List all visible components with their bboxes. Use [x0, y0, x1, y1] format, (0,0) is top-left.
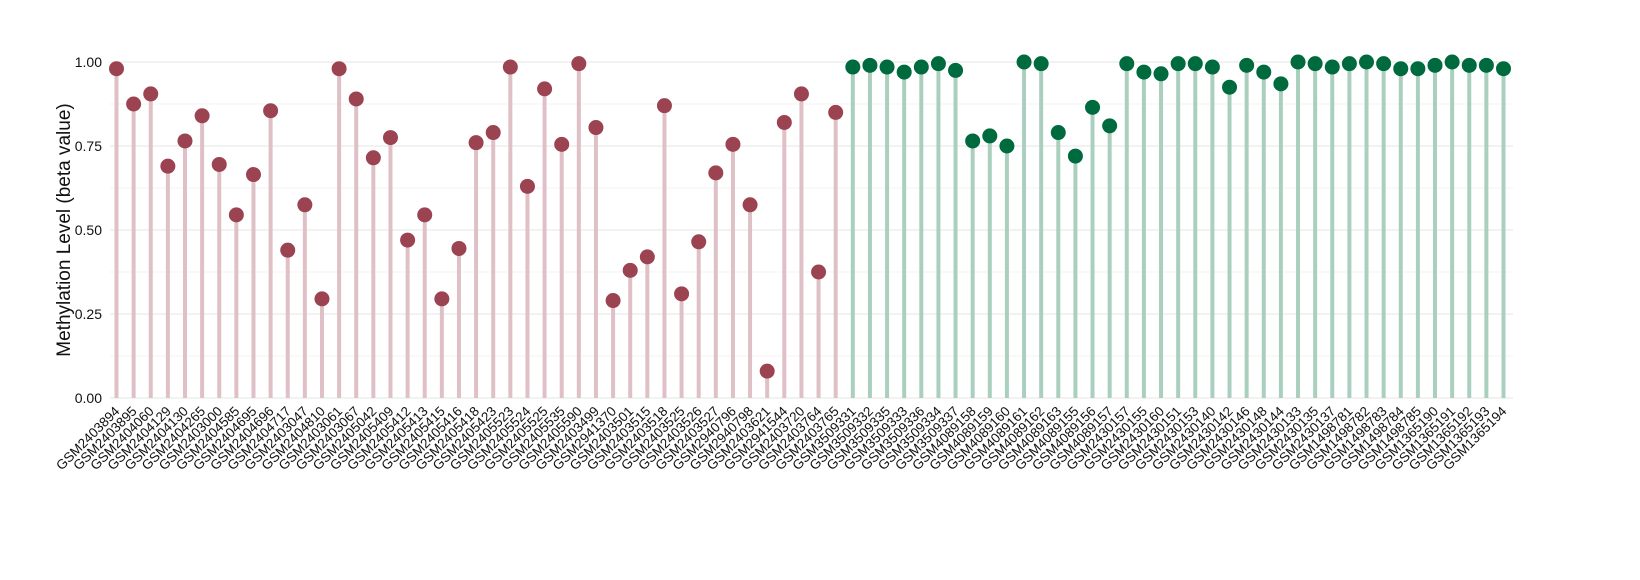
- lollipop-point: [674, 286, 690, 302]
- lollipop-point: [382, 130, 398, 146]
- y-tick-label: 0.25: [75, 306, 102, 322]
- lollipop-point: [948, 62, 964, 78]
- lollipop-point: [468, 135, 484, 151]
- y-tick-label: 1.00: [75, 54, 102, 70]
- point-layer: [109, 54, 1511, 379]
- lollipop-point: [742, 197, 758, 213]
- lollipop-point: [417, 207, 433, 223]
- lollipop-point: [280, 242, 296, 258]
- lollipop-point: [1256, 64, 1272, 80]
- lollipop-point: [605, 293, 621, 309]
- lollipop-point: [314, 291, 330, 307]
- lollipop-point: [109, 61, 124, 77]
- lollipop-point: [297, 197, 313, 213]
- lollipop-point: [434, 291, 450, 307]
- lollipop-point: [879, 59, 895, 75]
- lollipop-point: [930, 56, 946, 72]
- lollipop-point: [588, 120, 604, 136]
- grid-layer: [110, 61, 1513, 399]
- lollipop-point: [554, 136, 570, 152]
- x-axis-ticks: GSM2403894GSM2403895GSM2404060GSM2404129…: [53, 403, 1510, 473]
- y-axis-title: Methylation Level (beta value): [54, 103, 75, 356]
- lollipop-point: [982, 128, 998, 144]
- lollipop-point: [1187, 56, 1203, 72]
- lollipop-point: [537, 81, 553, 97]
- lollipop-point: [1239, 57, 1255, 73]
- lollipop-point: [1067, 148, 1083, 164]
- lollipop-point: [1410, 61, 1426, 77]
- lollipop-point: [451, 240, 467, 256]
- lollipop-point: [348, 91, 364, 107]
- lollipop-point: [1050, 125, 1066, 141]
- lollipop-point: [691, 234, 707, 250]
- lollipop-point: [400, 232, 416, 248]
- lollipop-point: [811, 264, 827, 280]
- lollipop-point: [1359, 54, 1375, 70]
- lollipop-point: [1444, 54, 1460, 70]
- lollipop-point: [1204, 59, 1220, 75]
- lollipop-point: [1222, 79, 1238, 95]
- lollipop-point: [571, 56, 587, 72]
- lollipop-point: [519, 178, 535, 194]
- lollipop-point: [228, 207, 244, 223]
- y-tick-label: 0.75: [75, 138, 102, 154]
- lollipop-point: [331, 61, 347, 77]
- lollipop-point: [1496, 61, 1511, 77]
- lollipop-point: [1341, 56, 1357, 72]
- lollipop-point: [1376, 56, 1392, 72]
- lollipop-point: [1393, 61, 1409, 77]
- lollipop-point: [1153, 66, 1169, 82]
- lollipop-point: [126, 96, 142, 112]
- lollipop-point: [828, 104, 844, 120]
- lollipop-point: [177, 133, 193, 149]
- lollipop-point: [160, 158, 176, 174]
- lollipop-point: [708, 165, 724, 181]
- lollipop-point: [862, 57, 878, 73]
- lollipop-point: [1478, 57, 1494, 73]
- lollipop-point: [896, 64, 912, 80]
- lollipop-point: [143, 86, 159, 102]
- lollipop-point: [1119, 56, 1135, 72]
- lollipop-point: [965, 133, 981, 149]
- lollipop-point: [1427, 57, 1443, 73]
- lollipop-point: [999, 138, 1015, 154]
- lollipop-point: [622, 262, 638, 278]
- lollipop-point: [759, 363, 775, 379]
- lollipop-point: [639, 249, 655, 265]
- lollipop-point: [1033, 56, 1049, 72]
- lollipop-point: [1085, 99, 1101, 115]
- lollipop-point: [263, 103, 279, 119]
- lollipop-point: [656, 98, 672, 114]
- lollipop-point: [365, 150, 381, 166]
- y-axis-ticks: 0.00 0.25 0.50 0.75 1.00: [75, 54, 102, 406]
- lollipop-point: [845, 59, 861, 75]
- lollipop-point: [502, 59, 518, 75]
- lollipop-point: [211, 156, 227, 172]
- lollipop-point: [793, 86, 809, 102]
- stem-layer: [114, 62, 1506, 398]
- lollipop-point: [485, 125, 501, 141]
- lollipop-point: [1016, 54, 1032, 70]
- lollipop-point: [1324, 59, 1340, 75]
- lollipop-point: [1102, 118, 1118, 134]
- lollipop-point: [1461, 57, 1477, 73]
- lollipop-point: [194, 108, 210, 124]
- lollipop-point: [1136, 64, 1152, 80]
- lollipop-point: [245, 167, 261, 183]
- y-tick-label: 0.00: [75, 390, 102, 406]
- lollipop-point: [1273, 76, 1289, 92]
- lollipop-point: [725, 136, 741, 152]
- lollipop-point: [1170, 56, 1186, 72]
- lollipop-point: [776, 114, 792, 130]
- lollipop-point: [1290, 54, 1306, 70]
- lollipop-point: [913, 59, 929, 75]
- y-tick-label: 0.50: [75, 222, 102, 238]
- lollipop-point: [1307, 56, 1323, 72]
